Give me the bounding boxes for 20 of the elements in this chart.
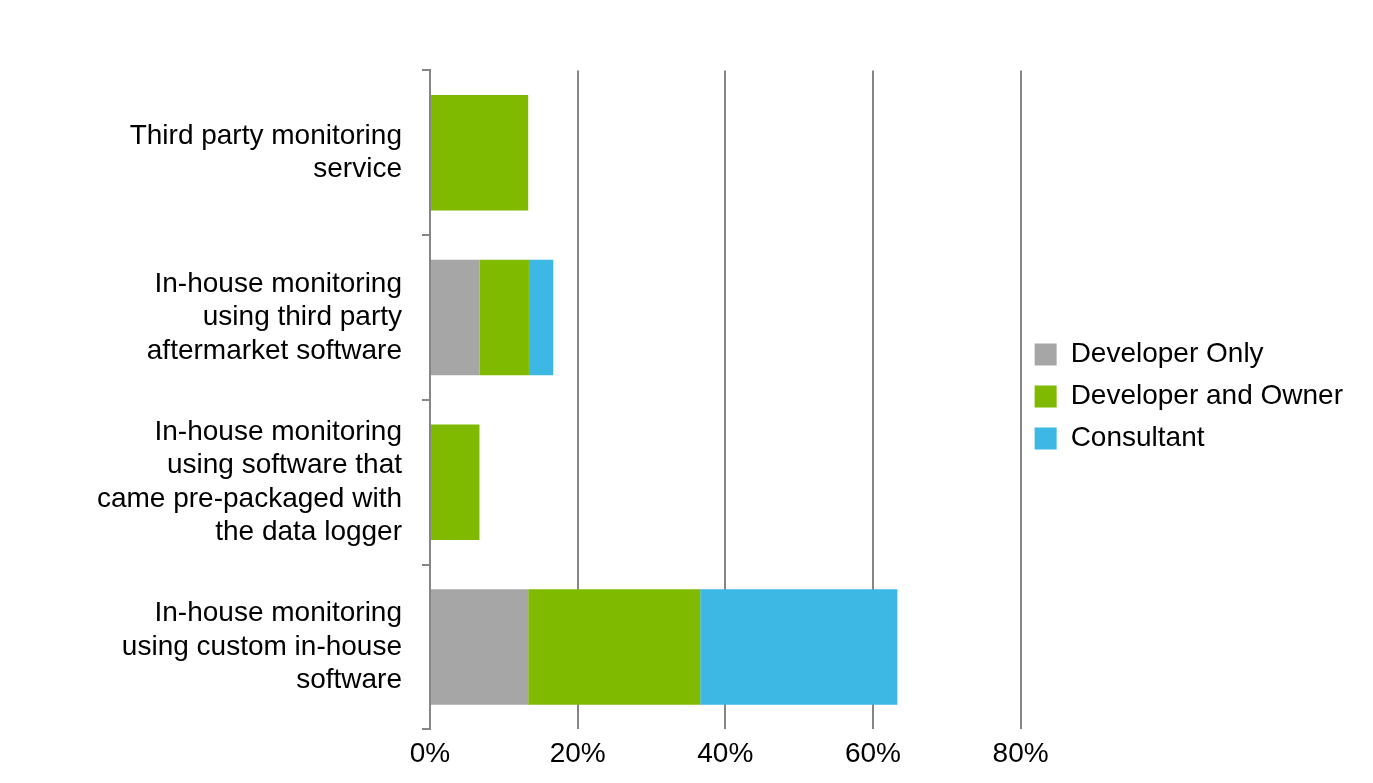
- bar: [431, 589, 529, 705]
- y-tick-label: In-house monitoring using third party aftermarket software: [146, 266, 402, 365]
- y-tick-label: In-house monitoring using custom in-house software: [121, 596, 402, 695]
- x-tick-label: 80%: [992, 736, 1049, 768]
- x-tick-label: 0%: [409, 736, 451, 768]
- bar: [528, 589, 701, 705]
- legend-label: Developer Only: [1070, 337, 1264, 369]
- bar: [700, 589, 898, 705]
- bar: [528, 259, 554, 376]
- legend-label: Consultant: [1070, 421, 1205, 453]
- x-tick-label: 60%: [844, 736, 901, 768]
- y-tick-label: Third party monitoring service: [129, 118, 402, 184]
- bar: [431, 95, 529, 211]
- bar: [431, 424, 480, 540]
- x-tick-label: 40%: [697, 736, 754, 768]
- legend-label: Developer and Owner: [1070, 379, 1343, 411]
- bar: [479, 259, 529, 376]
- bar: [431, 259, 480, 376]
- y-tick-label: In-house monitoring using software that came pre-packaged with the data logger: [96, 414, 403, 547]
- x-tick-label: 20%: [549, 736, 606, 768]
